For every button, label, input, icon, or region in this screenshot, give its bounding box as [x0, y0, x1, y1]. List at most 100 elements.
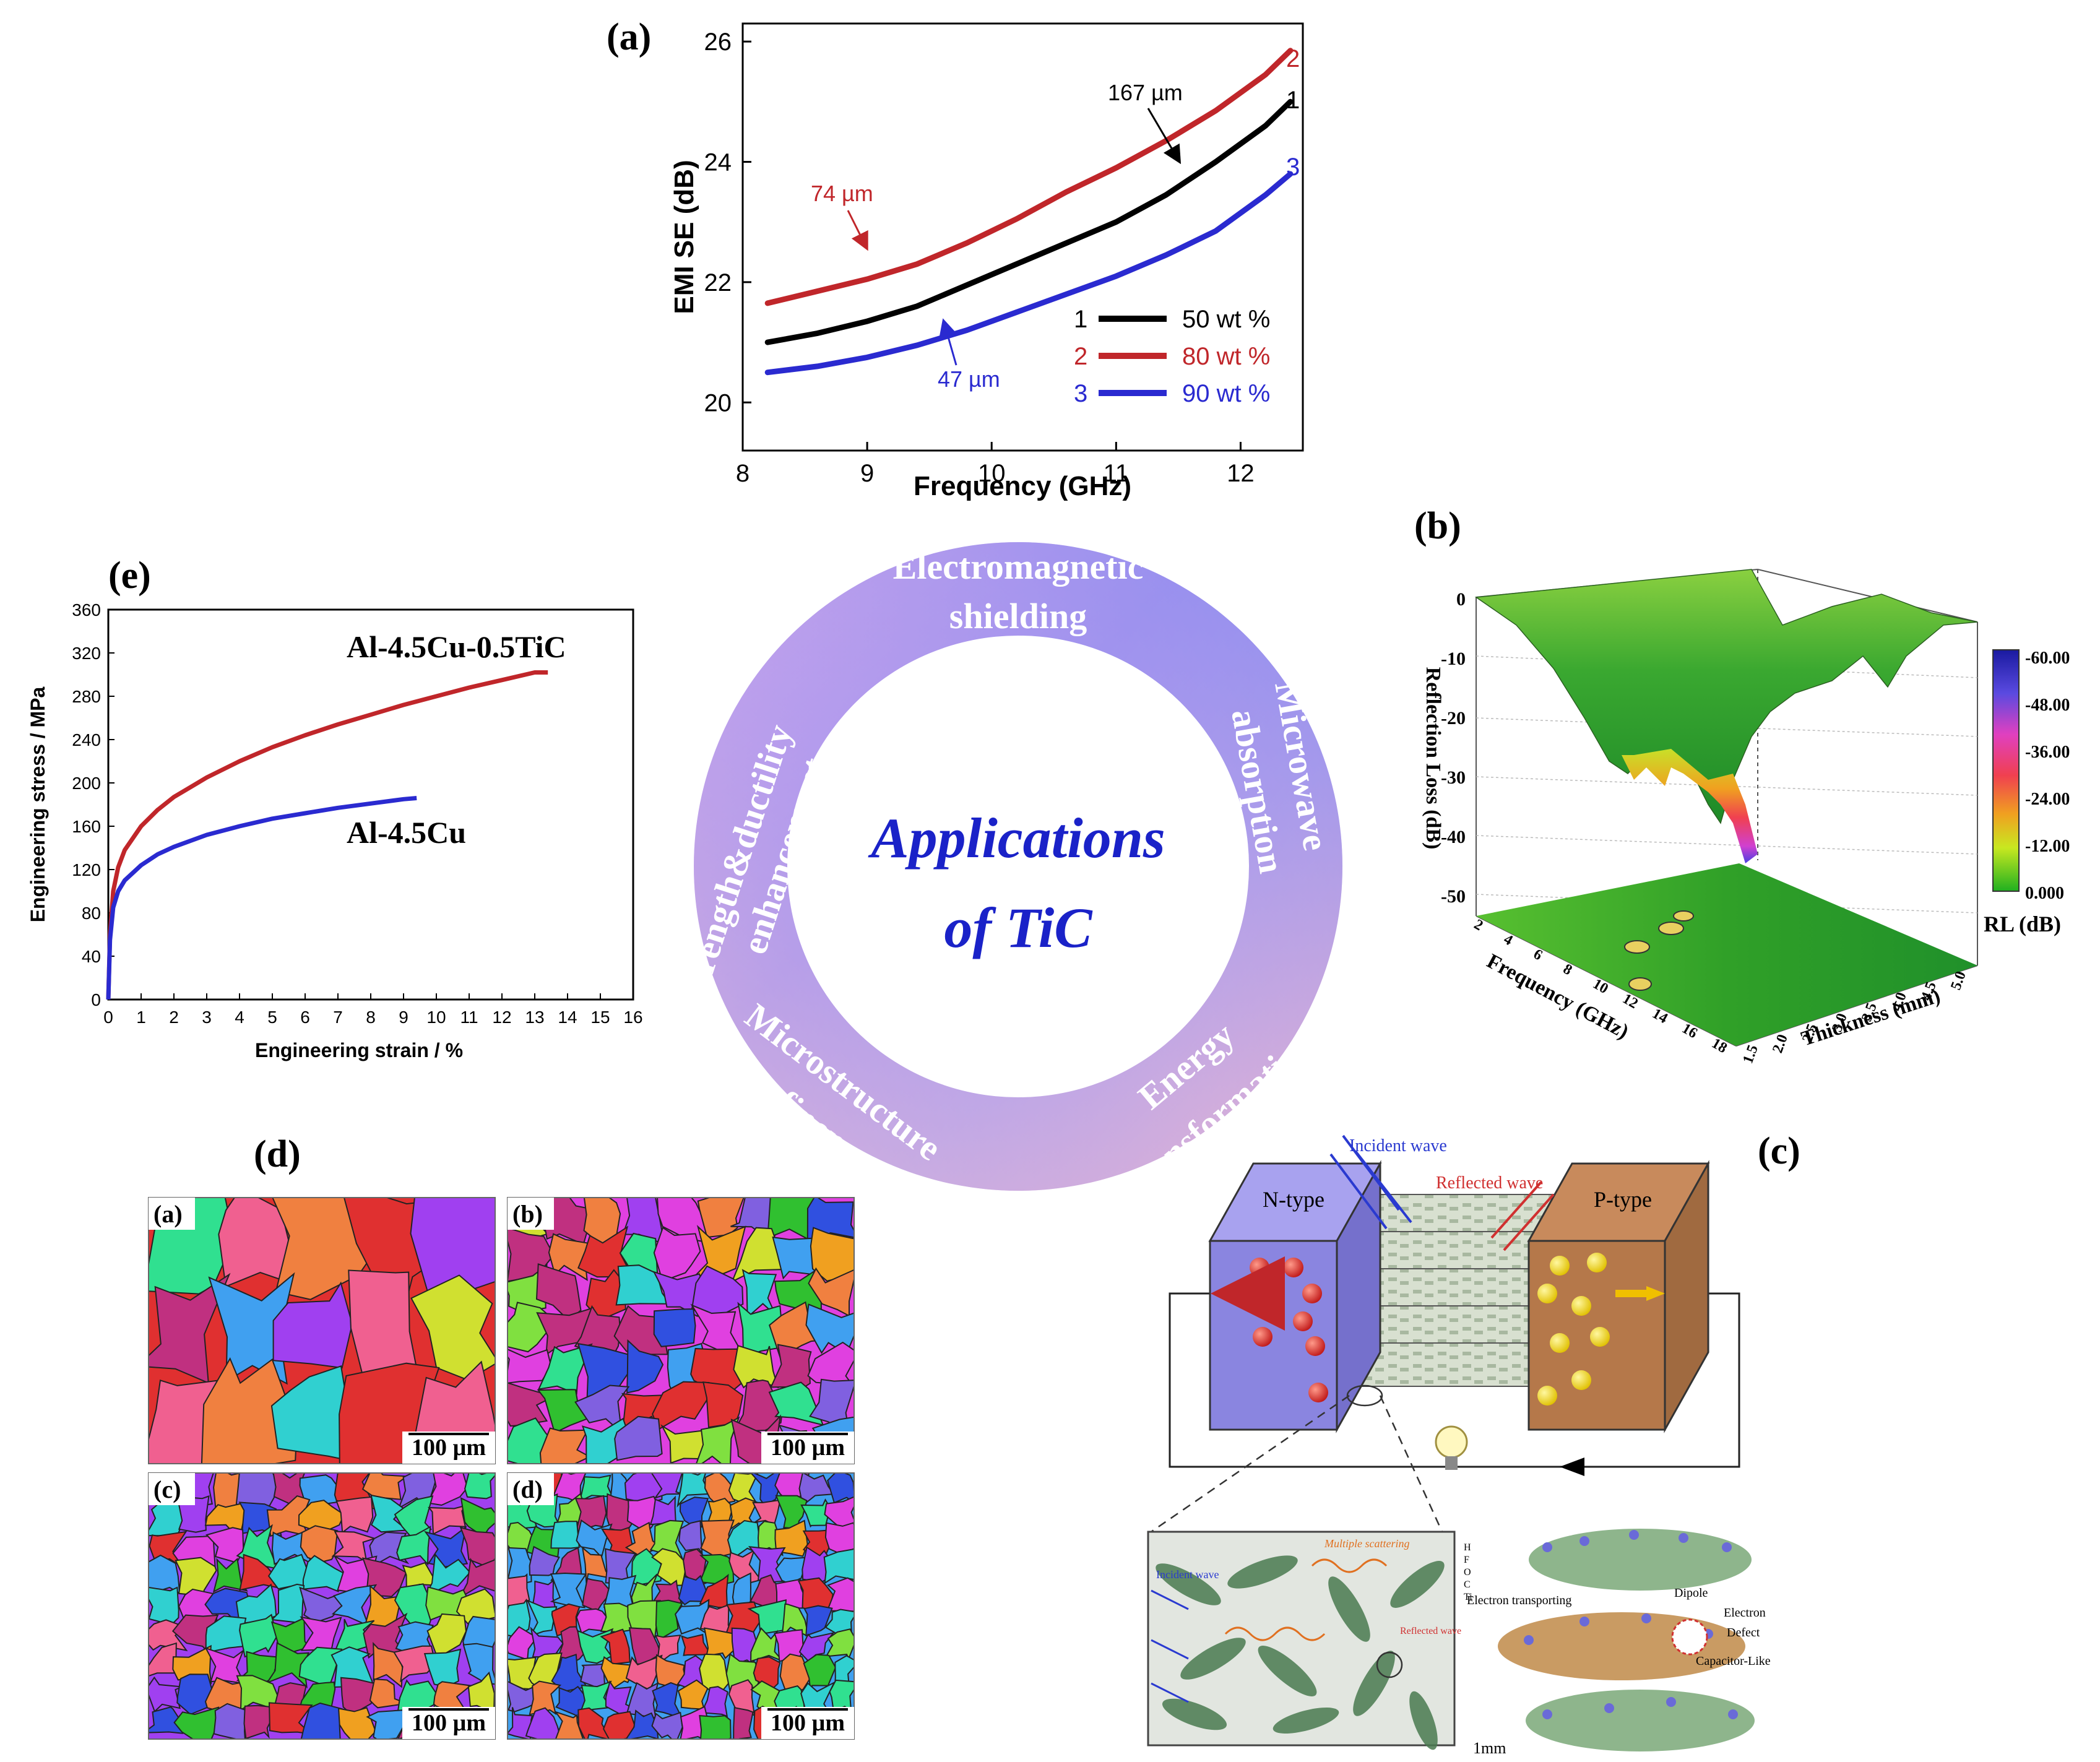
ebsd-grain: [529, 1680, 562, 1716]
panel-b-label: (b): [1414, 505, 1461, 547]
ebsd-grain: [693, 1225, 746, 1277]
curve-number-3: 3: [1286, 153, 1300, 181]
inset-multiple-scattering-label: Multiple scattering: [1324, 1537, 1409, 1550]
freq-tick-label: 8: [1560, 961, 1575, 979]
ebsd-grain: [803, 1605, 833, 1637]
x-tick-label: 10: [978, 460, 1006, 487]
scale-bar-label: 100 µm: [771, 1710, 845, 1736]
annotation-47um-arrow: [939, 318, 957, 366]
scale-bar-label: 100 µm: [412, 1435, 486, 1461]
scale-bar-bg: [761, 1707, 854, 1739]
ebsd-sublabel: (a): [153, 1200, 183, 1228]
inset-scale-label: 1mm: [1473, 1739, 1506, 1757]
ebsd-grains: [508, 1473, 854, 1739]
ebsd-grain: [300, 1702, 343, 1739]
inset-scattering: Multiple scattering Incident wave Reflec…: [1147, 1531, 1506, 1757]
y-tick-label: 160: [72, 817, 101, 836]
x-tick-label: 13: [525, 1008, 544, 1027]
ebsd-grains: [149, 1198, 495, 1464]
curve-number-2: 2: [1286, 45, 1300, 72]
panel-e-stress-strain: (e) 0 1 2 3 4 5 6 7 8 9 10 11 12 13 14 15 16040801201602…: [27, 555, 643, 1061]
annotation-167um-arrow: [1147, 108, 1182, 165]
ebsd-maps: (a) 100 µm (b) 100 µm (c) 100 µm (d) 100 µm: [148, 1197, 855, 1740]
ebsd-grain: [302, 1555, 345, 1592]
x-tick-label: 2: [169, 1008, 179, 1027]
ebsd-grain: [298, 1500, 345, 1534]
ebsd-grain: [508, 1573, 530, 1611]
ebsd-grain: [600, 1628, 631, 1665]
panel-b-colorbar-ticks: -60.00 -48.00 -36.00 -24.00 -12.00 0.000: [2025, 649, 2070, 903]
inset-legend-h: H: [1464, 1542, 1471, 1553]
colorbar-tick-label: -36.00: [2025, 743, 2070, 762]
x-tick-label: 9: [399, 1008, 408, 1027]
panel-d-label: (d): [254, 1133, 301, 1175]
panel-d-ebsd: (d) (a) 100 µm (b) 100 µm (c) 100 µm (d) 100 µm: [148, 1133, 855, 1740]
annotation-47um: 47 µm: [938, 366, 1000, 392]
y-tick-label: 120: [72, 860, 101, 879]
ebsd-frame: [507, 1472, 855, 1740]
incident-wave-label: Incident wave: [1349, 1136, 1447, 1155]
series-line-1: [764, 98, 1294, 345]
z-tick-label: 0: [1456, 589, 1466, 610]
ebsd-grain: [426, 1613, 467, 1657]
ebsd-grain: [651, 1711, 683, 1739]
colorbar-tick-label: -60.00: [2025, 649, 2070, 668]
curve-label-al-cu: Al-4.5Cu: [347, 815, 466, 850]
ebsd-grain: [366, 1709, 407, 1739]
ebsd-grain: [300, 1525, 339, 1563]
ebsd-grain: [272, 1281, 353, 1369]
ebsd-grain: [176, 1495, 210, 1533]
ebsd-grain: [625, 1654, 663, 1691]
capacitor-label: Capacitor-Like: [1696, 1654, 1771, 1668]
x-tick-label: 6: [300, 1008, 310, 1027]
ebsd-grain: [335, 1496, 374, 1534]
thick-tick-label: 2.0: [1769, 1032, 1791, 1055]
x-tick-label: 1: [136, 1008, 146, 1027]
ebsd-grain: [208, 1272, 295, 1385]
ebsd-grain: [173, 1706, 220, 1739]
ebsd-grain: [774, 1519, 808, 1557]
ebsd-grain: [577, 1707, 611, 1739]
series-line-3: [764, 171, 1294, 376]
legend-label: 80 wt %: [1182, 343, 1270, 370]
z-tick-label: -50: [1441, 886, 1466, 907]
ebsd-grain: [582, 1578, 612, 1612]
ebsd-grain: [807, 1341, 854, 1391]
ebsd-grain: [394, 1495, 434, 1540]
colorbar-tick-label: 0.000: [2025, 884, 2064, 903]
panel-a-frame: [741, 22, 1304, 452]
magnifier-icon: [1376, 1651, 1403, 1678]
molecular-atoms: [1524, 1530, 1738, 1719]
legend-number: 2: [1074, 343, 1087, 370]
ebsd-grain: [340, 1677, 374, 1716]
curve-label-al-cu-tic: Al-4.5Cu-0.5TiC: [347, 629, 566, 664]
ebsd-grain: [810, 1227, 854, 1282]
ebsd-sublabel: (d): [512, 1475, 543, 1503]
x-tick-label: 9: [860, 460, 874, 487]
ebsd-grain: [460, 1497, 495, 1538]
x-tick-label: 15: [590, 1008, 610, 1027]
legend-number: 3: [1074, 380, 1087, 407]
scale-bar-bg: [402, 1432, 495, 1464]
colorbar-tick-label: -48.00: [2025, 696, 2070, 715]
y-tick-label: 26: [704, 28, 732, 56]
capacitor-icon: [1671, 1618, 1708, 1656]
ebsd-map-4: (d) 100 µm: [507, 1472, 855, 1740]
panel-e-ticks: 0 1 2 3 4 5 6 7 8 9 10 11 12 13 14 15 160408012016020024…: [72, 600, 642, 1027]
panel-a-label: (a): [607, 16, 651, 58]
y-tick-label: 240: [72, 730, 101, 749]
legend-label: 50 wt %: [1182, 306, 1270, 333]
y-tick-label: 20: [704, 389, 732, 417]
inset-incident-arrows: [1151, 1589, 1189, 1703]
defect-label: Defect: [1727, 1626, 1760, 1639]
freq-tick-label: 6: [1531, 946, 1545, 964]
z-tick-label: -40: [1441, 827, 1466, 847]
x-tick-label: 14: [558, 1008, 577, 1027]
zoom-circle: [1346, 1384, 1383, 1407]
ebsd-grain: [798, 1631, 835, 1662]
ebsd-grain: [239, 1613, 278, 1658]
x-tick-label: 8: [366, 1008, 376, 1027]
panel-a-legend: 1 50 wt % 2 80 wt % 3 90 wt %: [1074, 306, 1270, 407]
n-type-label: N-type: [1263, 1187, 1324, 1212]
